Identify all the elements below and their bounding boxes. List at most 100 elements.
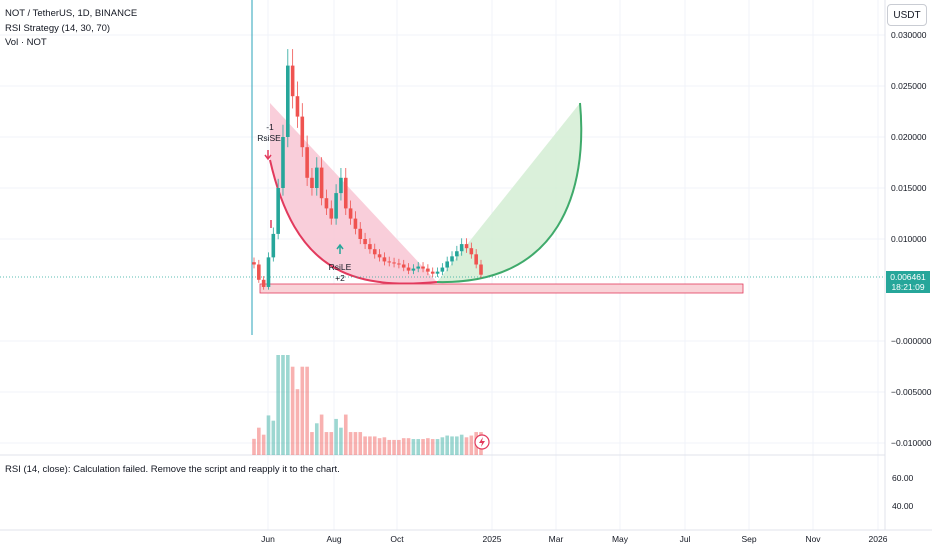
time-tick-label: Mar <box>549 534 564 544</box>
candle-body <box>382 257 387 262</box>
price-tick-label: 0.015000 <box>891 183 927 193</box>
short-entry-label: RsiSE <box>257 133 281 143</box>
volume-bar <box>392 439 396 455</box>
symbol-title[interactable]: NOT / TetherUS, 1D, BINANCE <box>5 8 138 19</box>
price-axis[interactable]: 0.030000 0.025000 0.020000 0.015000 0.010000… <box>891 30 932 448</box>
candle-body <box>300 116 305 148</box>
candle-body <box>397 263 401 265</box>
candle-body <box>295 96 300 117</box>
candle-body <box>339 177 343 194</box>
candle-body <box>368 244 372 250</box>
current-price-value: 0.006461 <box>890 272 926 282</box>
price-tick-label: −0.005000 <box>891 387 932 397</box>
volume-bar <box>348 432 353 455</box>
volume-bar <box>387 439 392 455</box>
volume-bar <box>252 438 256 455</box>
strategy-legend[interactable]: RSI Strategy (14, 30, 70) <box>5 23 111 34</box>
volume-legend[interactable]: Vol · NOT <box>5 37 47 48</box>
candle-body <box>392 262 396 264</box>
time-tick-label: Nov <box>805 534 821 544</box>
candle-body <box>319 167 324 199</box>
volume-bar <box>353 432 358 455</box>
candle-body <box>387 261 392 263</box>
long-entry-label: RsiLE <box>329 262 352 272</box>
currency-button[interactable]: USDT <box>887 4 927 26</box>
volume-bar <box>295 389 300 455</box>
volume-bar <box>406 438 411 455</box>
time-tick-label: 2025 <box>483 534 502 544</box>
volume-bars <box>252 355 483 455</box>
candle-body <box>479 264 483 275</box>
candle-body <box>455 251 459 257</box>
price-tick-label: 0.025000 <box>891 81 927 91</box>
candle-body <box>343 177 348 209</box>
candle-body <box>363 239 367 245</box>
volume-bar <box>445 435 449 455</box>
grid-lines <box>0 0 885 530</box>
time-axis[interactable]: Jun Aug Oct 2025 Mar May Jul Sep Nov 2026 <box>261 534 888 544</box>
candle-body <box>411 268 416 271</box>
volume-bar <box>324 432 329 455</box>
volume-bar <box>319 414 324 455</box>
volume-bar <box>469 435 474 455</box>
candle-body <box>426 268 430 272</box>
volume-bar <box>339 427 343 455</box>
short-entry-marker: -1 RsiSE <box>257 122 281 161</box>
volume-bar <box>257 427 261 455</box>
flash-icon[interactable] <box>474 434 490 450</box>
volume-bar <box>435 439 440 455</box>
candle-body <box>421 266 425 269</box>
candle-body <box>252 262 256 265</box>
volume-bar <box>271 420 276 455</box>
current-price-tag: 0.006461 18:21:09 <box>886 271 930 293</box>
price-tick-label: 0.010000 <box>891 234 927 244</box>
time-tick-label: Sep <box>741 534 756 544</box>
candle-body <box>257 264 261 280</box>
candle-body <box>276 188 280 234</box>
time-tick-label: Oct <box>390 534 404 544</box>
time-tick-label: Jul <box>680 534 691 544</box>
volume-bar <box>276 355 280 455</box>
volume-bar <box>430 439 435 455</box>
candle-body <box>334 193 338 219</box>
candle-body <box>305 147 309 178</box>
candle-body <box>450 256 454 262</box>
volume-bar <box>459 434 464 455</box>
volume-bar <box>377 438 382 455</box>
price-tick-label: −0.010000 <box>891 438 932 448</box>
volume-bar <box>310 432 314 455</box>
candle-body <box>358 228 363 239</box>
candle-body <box>329 208 334 219</box>
candle-body <box>445 261 449 268</box>
candle-body <box>286 65 290 137</box>
short-entry-qty: -1 <box>266 122 274 132</box>
candle-body <box>459 244 464 252</box>
candle-body <box>435 271 440 274</box>
volume-bar <box>382 437 387 455</box>
candle-body <box>401 264 406 268</box>
volume-bar <box>411 439 416 455</box>
rsi-tick-40: 40.00 <box>892 501 914 511</box>
rsi-tick-60: 60.00 <box>892 473 914 483</box>
candle-body <box>353 218 358 229</box>
volume-bar <box>300 366 305 455</box>
volume-bar <box>464 437 469 455</box>
volume-bar <box>329 432 334 455</box>
volume-bar <box>261 434 266 455</box>
candle-body <box>290 65 295 97</box>
price-tick-label: 0.020000 <box>891 132 927 142</box>
volume-bar <box>455 436 459 455</box>
candle-body <box>406 267 411 271</box>
countdown-timer: 18:21:09 <box>891 282 925 292</box>
long-arrow-icon <box>336 243 344 254</box>
candle-body <box>474 254 478 265</box>
volume-bar <box>401 438 406 455</box>
volume-bar <box>286 355 290 455</box>
volume-bar <box>450 436 454 455</box>
cup-green-area <box>437 103 582 283</box>
volume-bar <box>440 437 445 455</box>
long-entry-qty: +2 <box>335 273 345 283</box>
candle-body <box>372 249 377 255</box>
candle-body <box>314 167 319 188</box>
